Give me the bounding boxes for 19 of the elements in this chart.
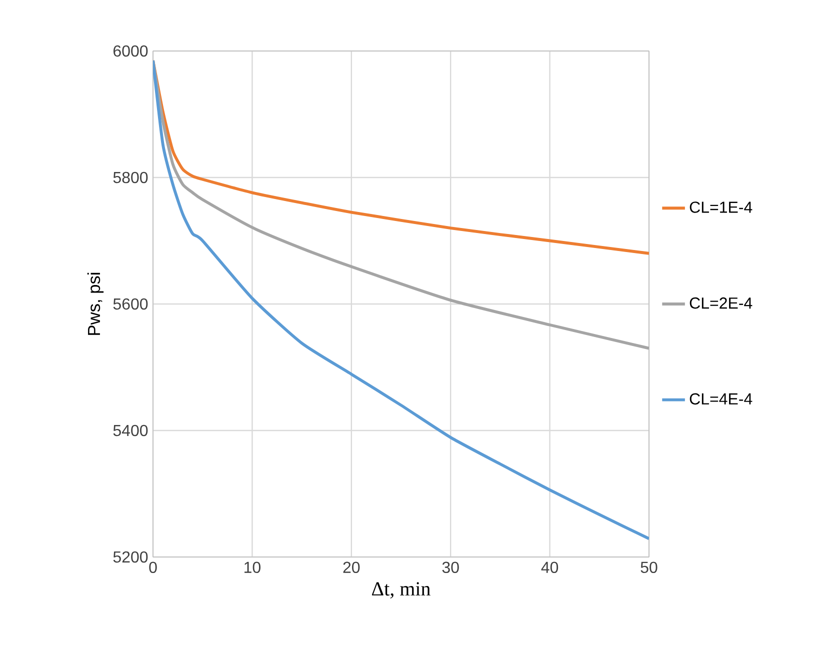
y-tick-label: 5400 <box>113 424 148 436</box>
x-tick-label: 0 <box>149 562 157 574</box>
x-tick-label: 50 <box>640 562 658 574</box>
y-tick-label: 5200 <box>113 551 148 563</box>
x-tick-label: 10 <box>244 562 260 574</box>
y-tick-label: 5800 <box>113 172 148 184</box>
legend-label: CL=4E-4 <box>690 393 752 405</box>
x-tick-label: 30 <box>442 562 459 574</box>
y-axis-title: Pws, psi <box>87 272 104 335</box>
legend-label: CL=2E-4 <box>690 297 752 309</box>
line-series <box>153 59 649 255</box>
line-series <box>153 59 649 350</box>
legend-label: CL=1E-4 <box>690 202 752 213</box>
x-axis-title: Δt, min <box>372 582 430 598</box>
y-tick-label: 6000 <box>114 45 148 57</box>
line-series <box>153 59 649 540</box>
x-tick-label: 20 <box>343 562 360 574</box>
x-tick-label: 40 <box>541 562 558 574</box>
y-tick-label: 5600 <box>113 298 148 310</box>
